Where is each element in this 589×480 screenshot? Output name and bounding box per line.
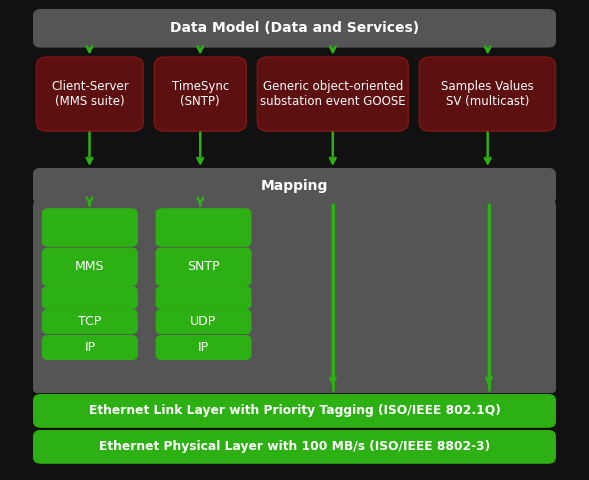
Text: SNTP: SNTP: [187, 260, 220, 274]
FancyBboxPatch shape: [156, 336, 251, 360]
FancyBboxPatch shape: [37, 57, 143, 131]
FancyBboxPatch shape: [257, 57, 408, 131]
FancyBboxPatch shape: [156, 310, 251, 334]
Text: IP: IP: [84, 341, 95, 354]
Text: MMS: MMS: [75, 260, 105, 274]
Text: IP: IP: [198, 341, 209, 354]
FancyBboxPatch shape: [34, 431, 555, 463]
FancyBboxPatch shape: [156, 209, 251, 246]
FancyBboxPatch shape: [154, 57, 246, 131]
Text: TCP: TCP: [78, 315, 101, 328]
Text: Ethernet Link Layer with Priority Tagging (ISO/IEEE 802.1Q): Ethernet Link Layer with Priority Taggin…: [88, 404, 501, 418]
FancyBboxPatch shape: [42, 287, 137, 309]
Text: Data Model (Data and Services): Data Model (Data and Services): [170, 21, 419, 36]
FancyBboxPatch shape: [34, 10, 555, 47]
FancyBboxPatch shape: [42, 336, 137, 360]
FancyBboxPatch shape: [156, 248, 251, 286]
FancyBboxPatch shape: [34, 395, 555, 427]
FancyBboxPatch shape: [419, 57, 555, 131]
Text: Mapping: Mapping: [261, 179, 328, 193]
FancyBboxPatch shape: [42, 310, 137, 334]
Text: Ethernet Physical Layer with 100 MB/s (ISO/IEEE 8802-3): Ethernet Physical Layer with 100 MB/s (I…: [99, 440, 490, 454]
Text: Samples Values
SV (multicast): Samples Values SV (multicast): [441, 80, 534, 108]
Text: TimeSync
(SNTP): TimeSync (SNTP): [171, 80, 229, 108]
Text: Generic object-oriented
substation event GOOSE: Generic object-oriented substation event…: [260, 80, 406, 108]
FancyBboxPatch shape: [34, 201, 555, 393]
FancyBboxPatch shape: [156, 287, 251, 309]
FancyBboxPatch shape: [42, 248, 137, 286]
FancyBboxPatch shape: [42, 209, 137, 246]
FancyBboxPatch shape: [34, 168, 555, 204]
Text: UDP: UDP: [190, 315, 217, 328]
Text: Client-Server
(MMS suite): Client-Server (MMS suite): [51, 80, 129, 108]
